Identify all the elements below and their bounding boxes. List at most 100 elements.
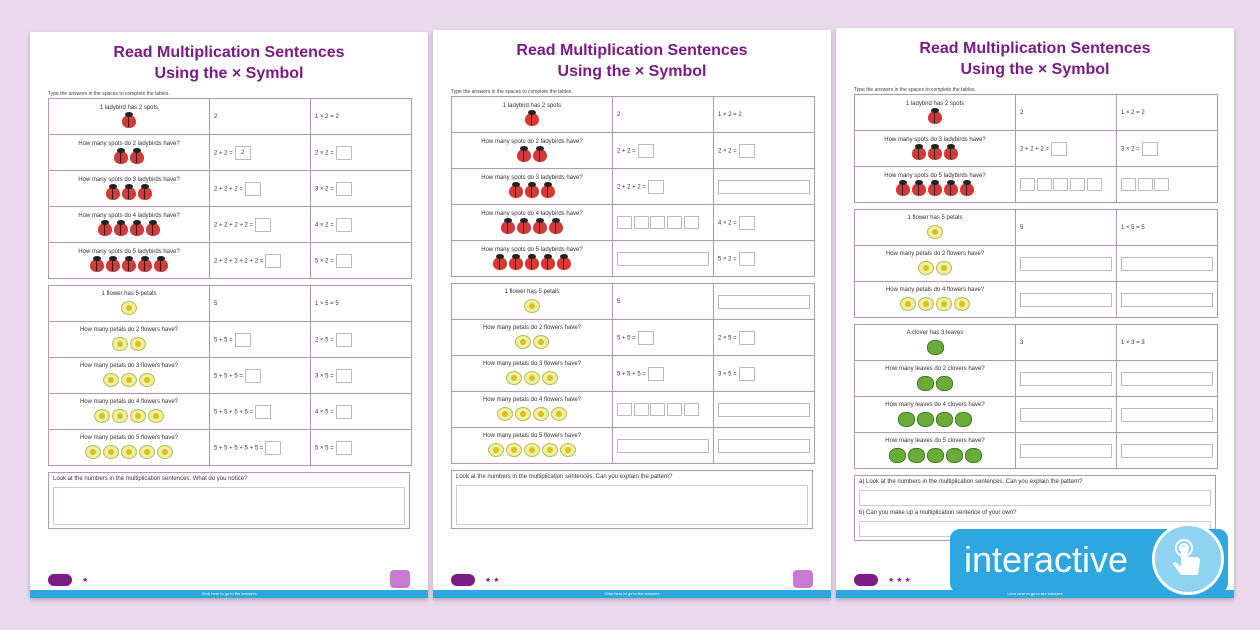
planit-logo-icon xyxy=(390,570,410,588)
answer-input[interactable] xyxy=(1141,141,1158,156)
answer-input[interactable] xyxy=(1121,178,1136,191)
answer-input[interactable] xyxy=(1036,178,1052,191)
answer-input[interactable] xyxy=(255,217,272,232)
ladybird-icon xyxy=(525,109,539,126)
answer-input[interactable] xyxy=(335,332,352,347)
answer-input[interactable] xyxy=(1137,178,1153,191)
answer-input[interactable] xyxy=(1050,141,1067,156)
answer-input[interactable] xyxy=(667,216,683,229)
answer-input[interactable] xyxy=(718,179,810,194)
answer-input[interactable] xyxy=(738,143,755,158)
answer-input[interactable] xyxy=(617,216,632,229)
answer-input[interactable] xyxy=(1053,178,1069,191)
answer-input[interactable] xyxy=(738,366,755,381)
answer-input[interactable] xyxy=(234,332,251,347)
answer-input[interactable] xyxy=(647,179,664,194)
answer-input[interactable] xyxy=(265,253,282,268)
answer-input[interactable] xyxy=(1020,178,1035,191)
answer-input[interactable] xyxy=(633,403,649,416)
answers-link[interactable]: Click here to go to the answers xyxy=(836,590,1234,598)
answer-input[interactable] xyxy=(1020,256,1112,271)
worksheet-title: Read Multiplication Sentences Using the … xyxy=(919,40,1151,78)
planit-logo-icon xyxy=(793,570,813,588)
answer-input[interactable] xyxy=(1121,443,1213,458)
flower-icon xyxy=(497,407,567,421)
instructions: Type the answers in the spaces to comple… xyxy=(854,87,976,93)
ladybird-icon xyxy=(90,255,168,272)
answer-input[interactable]: 2 xyxy=(234,145,251,160)
answer-input[interactable] xyxy=(335,145,352,160)
twinkl-logo-icon xyxy=(854,574,878,586)
table-row: How many leaves do 4 clovers have? xyxy=(854,396,1218,433)
answer-input[interactable] xyxy=(1121,256,1213,271)
answers-link[interactable]: Click here to go to the answers xyxy=(30,590,428,598)
clover-table: A clover has 3 leaves 3 1 × 3 = 3 How ma… xyxy=(854,324,1218,469)
answer-input[interactable] xyxy=(647,366,664,381)
answer-input[interactable] xyxy=(738,215,755,230)
answer-input[interactable] xyxy=(683,216,699,229)
reflection-question: Look at the numbers in the multiplicatio… xyxy=(48,472,410,529)
answer-input[interactable] xyxy=(255,404,272,419)
answer-input[interactable] xyxy=(667,403,683,416)
difficulty-stars: ★ ★ ★ xyxy=(888,577,911,584)
answer-input[interactable] xyxy=(738,330,755,345)
worksheet-page-2: Read Multiplication Sentences Using the … xyxy=(433,30,831,598)
answer-input[interactable] xyxy=(335,253,352,268)
answer-input[interactable] xyxy=(335,404,352,419)
answer-input[interactable] xyxy=(1020,292,1112,307)
page-footer: ★ xyxy=(48,566,410,588)
answer-input[interactable] xyxy=(335,181,352,196)
answer-textarea[interactable] xyxy=(53,487,405,525)
table-row: How many petals do 2 flowers have? xyxy=(854,245,1218,282)
answer-input[interactable] xyxy=(244,181,261,196)
instructions: Type the answers in the spaces to comple… xyxy=(48,91,170,97)
instructions: Type the answers in the spaces to comple… xyxy=(451,89,573,95)
answer-input[interactable] xyxy=(265,440,282,455)
answer-input[interactable] xyxy=(1020,443,1112,458)
answer-input[interactable] xyxy=(1020,407,1112,422)
answer-input[interactable] xyxy=(1070,178,1086,191)
flower-icon xyxy=(103,373,155,387)
answer-input[interactable] xyxy=(718,438,810,453)
flower-icon xyxy=(506,371,558,385)
answer-input[interactable] xyxy=(718,402,810,417)
answer-input[interactable] xyxy=(738,251,755,266)
ladybird-icon xyxy=(896,179,974,196)
answer-input[interactable] xyxy=(1121,407,1213,422)
answer-input[interactable] xyxy=(1121,371,1213,386)
table-row: How many leaves do 2 clovers have? xyxy=(854,360,1218,397)
answer-input[interactable] xyxy=(1020,371,1112,386)
answer-input[interactable] xyxy=(617,438,709,453)
answer-input[interactable] xyxy=(633,216,649,229)
answer-input[interactable] xyxy=(1121,292,1213,307)
answer-input[interactable] xyxy=(335,440,352,455)
ladybird-icon xyxy=(106,183,152,200)
flower-icon xyxy=(927,225,943,239)
clover-icon xyxy=(917,375,953,391)
ladybird-icon xyxy=(928,107,942,124)
worksheet-page-3: Read Multiplication Sentences Using the … xyxy=(836,28,1234,598)
answers-link[interactable]: Click here to go to the answers xyxy=(433,590,831,598)
answer-input[interactable] xyxy=(617,251,709,266)
answer-input[interactable] xyxy=(1154,178,1170,191)
answer-input[interactable] xyxy=(637,143,654,158)
answer-input[interactable] xyxy=(683,403,699,416)
table-row: 1 flower has 5 petals 5 xyxy=(451,283,815,320)
answer-input[interactable] xyxy=(718,294,810,309)
answer-input[interactable] xyxy=(1086,178,1102,191)
interactive-badge: interactive xyxy=(950,523,1228,595)
ladybird-icon xyxy=(114,147,144,164)
answer-input[interactable] xyxy=(617,403,632,416)
answer-input[interactable] xyxy=(335,217,352,232)
answer-input[interactable] xyxy=(244,368,261,383)
answer-textarea[interactable] xyxy=(859,490,1211,506)
answer-textarea[interactable] xyxy=(456,485,808,525)
table-row: How many spots do 3 ladybirds have? 2 + … xyxy=(854,130,1218,167)
answer-input[interactable] xyxy=(650,216,666,229)
page-footer: ★ ★ xyxy=(451,566,813,588)
flower-table: 1 flower has 5 petals 5 1 × 5 = 5 How ma… xyxy=(48,285,412,466)
answer-input[interactable] xyxy=(650,403,666,416)
answer-input[interactable] xyxy=(335,368,352,383)
interactive-label: interactive xyxy=(964,539,1129,580)
answer-input[interactable] xyxy=(637,330,654,345)
